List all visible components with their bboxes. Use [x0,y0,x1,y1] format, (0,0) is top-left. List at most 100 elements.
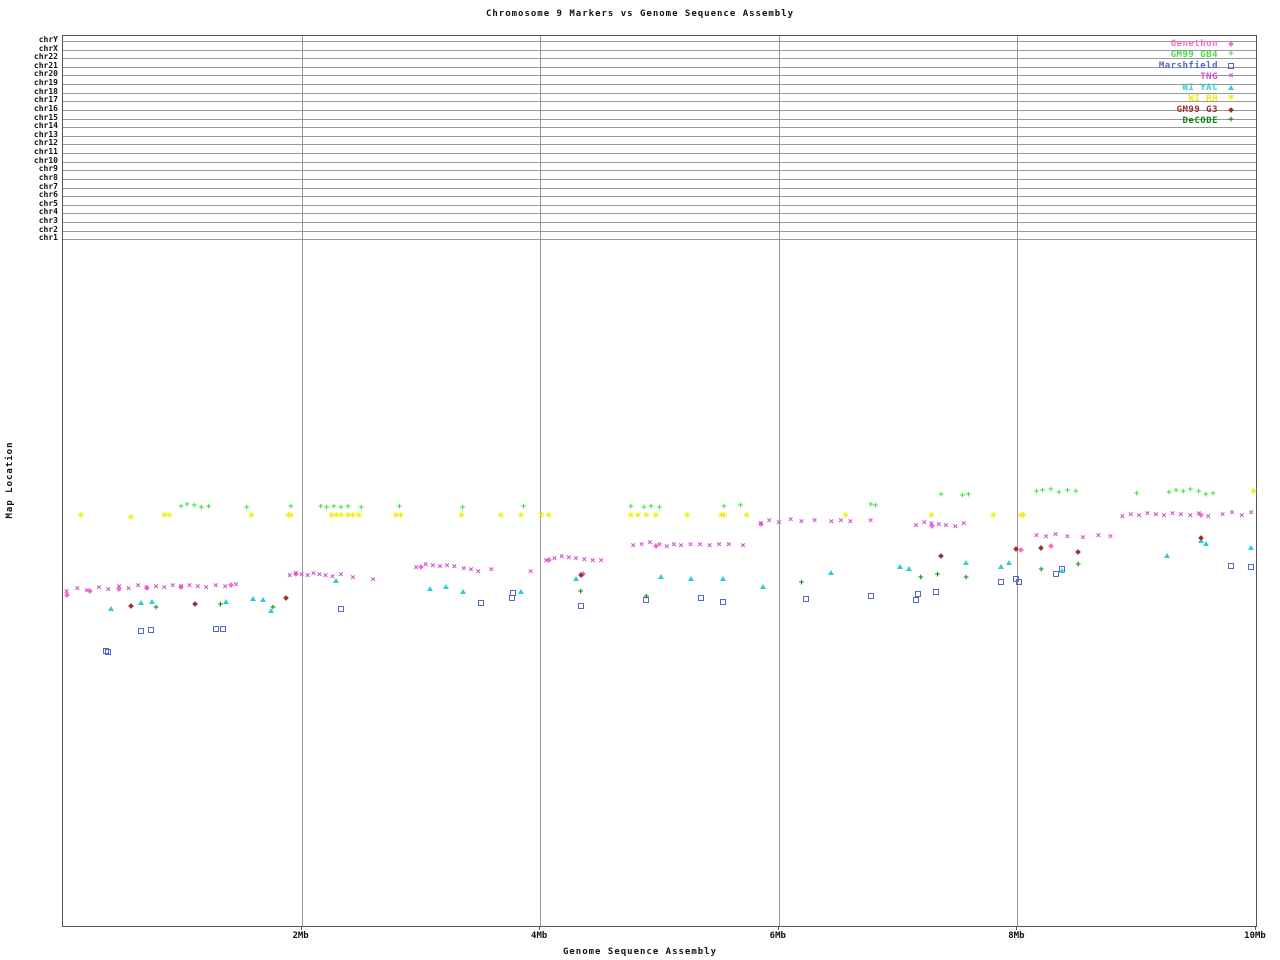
data-point [828,569,835,576]
plot-area: Genethon GM99 GB4 + Marshfield TNG × WI YAC WI … [62,35,1257,927]
legend-item-label: WI RH [1188,93,1218,104]
plus-marker-glyph: + [520,502,527,513]
data-point [1052,571,1059,578]
x-marker-glyph: × [766,516,772,527]
chromosome-label: chr13 [33,129,58,139]
data-point: × [935,521,942,530]
chromosome-gridline [63,187,1256,189]
square-marker-glyph [933,589,940,596]
plus-marker-glyph: + [1064,486,1071,497]
plus-marker-glyph: + [178,502,184,513]
x-marker-glyph: × [186,581,193,592]
data-point [1038,544,1045,551]
square-marker-glyph [867,592,874,599]
x-tick-mark [1255,926,1256,930]
data-point: * [928,511,935,523]
chromosome-gridline [63,75,1256,77]
chromosome-label: chr17 [33,95,58,105]
data-point [698,594,705,601]
data-point: + [577,587,584,596]
star-marker-glyph: * [327,509,336,524]
chromosome-label: chr7 [38,181,58,191]
plus-marker-glyph: + [244,503,250,514]
data-point [143,584,150,591]
data-point [997,563,1004,570]
x-marker-glyph: × [1119,511,1126,522]
x-marker-glyph: × [161,583,168,594]
data-point: × [716,540,723,549]
x-marker-glyph: × [828,517,834,528]
x-marker-glyph: × [116,582,122,593]
chromosome-label: chr2 [38,224,58,234]
data-point: × [310,569,317,578]
data-point: × [316,570,323,579]
x-marker-glyph: × [1219,510,1226,521]
data-point: × [460,564,467,573]
data-point [149,598,156,605]
x-marker-glyph: × [1229,508,1235,519]
data-point: + [358,503,365,514]
data-point: × [232,580,239,589]
x-marker-glyph: × [178,582,184,593]
data-point [1202,540,1209,547]
chromosome-gridline [63,239,1256,241]
square-marker-glyph [997,578,1004,585]
plus-marker-glyph: + [184,500,190,511]
diamond-marker-glyph [1198,511,1204,518]
data-point: × [1169,510,1176,519]
data-point [545,557,552,564]
data-point: * [841,509,850,524]
data-point: × [186,581,193,592]
legend-item-label: Genethon [1170,38,1218,49]
data-point: × [337,570,344,579]
x-tick-mark [1016,926,1018,930]
x-marker-glyph: × [1095,530,1102,541]
x-marker-glyph: × [1128,510,1134,521]
data-point [1058,567,1065,574]
data-point: + [872,502,879,511]
legend-item: WI YAC [1159,82,1244,93]
square-marker-glyph [1058,566,1065,573]
square-marker-glyph [1248,564,1255,571]
star-marker-glyph: * [517,510,525,525]
data-point: × [222,583,229,592]
data-point: × [1043,533,1050,542]
star-marker-glyph: * [397,510,405,525]
data-point: * [1017,511,1024,523]
x-marker-glyph: × [292,568,299,579]
star-marker-glyph: * [841,509,850,524]
star-marker-glyph: * [332,510,340,525]
x-marker-glyph: × [647,537,653,548]
data-point [137,627,144,634]
data-point [997,578,1004,585]
chromosome-label: chr16 [33,103,58,113]
data-point: + [917,573,924,582]
chromosome-gridline [63,101,1256,103]
chromosome-gridline [63,144,1256,146]
data-point: × [178,582,185,593]
star-marker-glyph: * [165,510,173,525]
plus-marker-glyph: + [358,503,364,514]
triangle-marker-glyph [223,598,230,604]
triangle-marker-glyph [572,575,579,581]
data-point [1248,564,1255,571]
data-point: × [670,541,677,550]
diamond-marker-glyph [178,584,184,590]
data-point: + [1195,488,1202,497]
data-point: + [337,504,344,513]
data-point: + [178,502,185,513]
data-point [178,583,185,590]
data-point [580,570,587,577]
data-point [905,565,912,572]
star-marker-glyph: * [349,509,357,524]
data-point: × [74,585,81,594]
star-marker-glyph: * [344,510,352,525]
plus-marker-glyph: + [270,602,276,613]
triangle-marker-glyph [1198,538,1205,544]
plus-marker-glyph: + [288,502,294,513]
x-marker-glyph: × [1178,510,1184,521]
star-marker-glyph: * [457,509,466,524]
data-point: + [959,491,966,500]
data-point: × [475,568,482,577]
x-marker-glyph: × [153,582,159,593]
